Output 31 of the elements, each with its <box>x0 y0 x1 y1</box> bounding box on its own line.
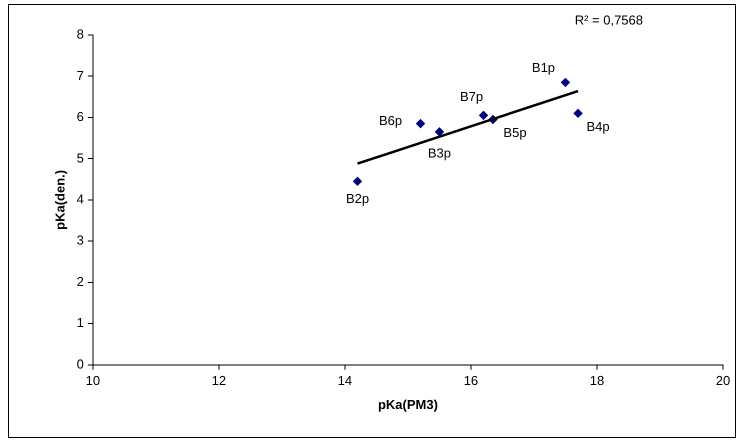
series-label: B1p <box>532 60 556 75</box>
y-tick-label: 3 <box>76 232 84 248</box>
series-label: B5p <box>503 125 527 140</box>
series-label: B7p <box>460 88 484 104</box>
y-tick-label: 8 <box>76 26 84 42</box>
y-tick-label: 7 <box>76 68 84 83</box>
x-axis-title: pKa(PM3) <box>378 396 438 412</box>
x-tick-label: 18 <box>590 373 604 388</box>
x-tick-label: 20 <box>716 373 730 388</box>
point <box>353 176 362 186</box>
y-tick-label: 4 <box>76 191 84 206</box>
series-label: B6p <box>378 113 402 128</box>
y-tick-label: 2 <box>76 274 84 289</box>
x-tick-label: 12 <box>212 373 226 388</box>
point <box>416 119 426 128</box>
x-tick-label: 14 <box>338 373 352 388</box>
y-tick-label: 1 <box>76 315 84 330</box>
x-tick-label: 10 <box>86 373 100 388</box>
x-tick-label: 16 <box>464 373 478 388</box>
text: R² = 0,7568 <box>574 12 643 28</box>
point <box>434 127 444 136</box>
y-axis-title: pKa(den.) <box>52 170 68 230</box>
point <box>479 110 488 120</box>
y-tick-label: 5 <box>76 150 84 166</box>
y-tick-label: 0 <box>76 356 84 372</box>
series-label: B3p <box>428 145 451 160</box>
series-label: B2p <box>346 190 370 206</box>
point <box>560 78 570 87</box>
point <box>574 108 583 118</box>
series-label: B4p <box>586 118 610 134</box>
y-tick-label: 6 <box>76 109 84 124</box>
